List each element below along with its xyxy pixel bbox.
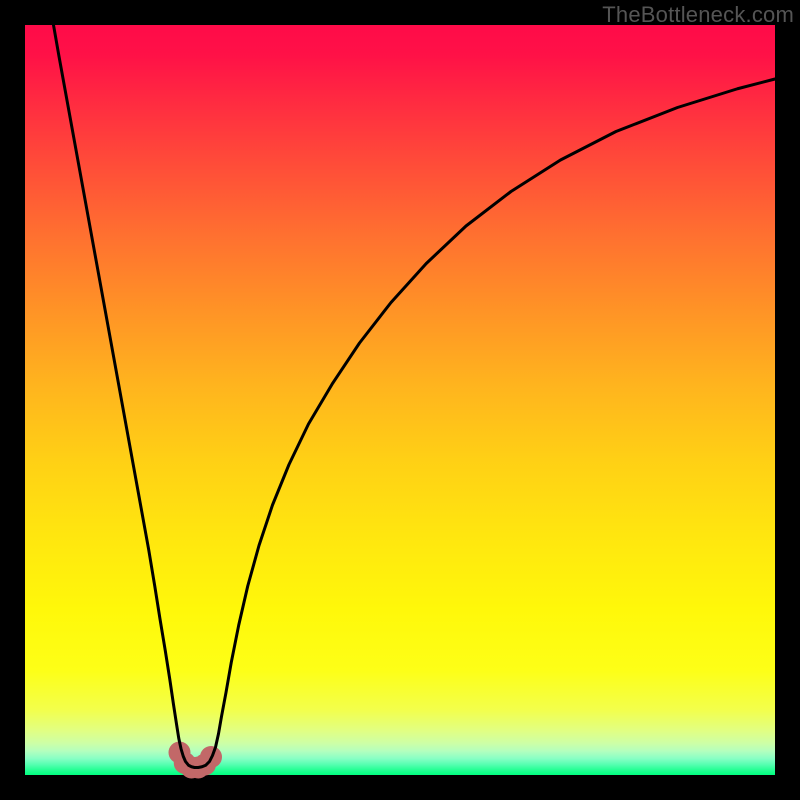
chart-background	[25, 25, 775, 775]
chart-root: TheBottleneck.com	[0, 0, 800, 800]
chart-svg	[0, 0, 800, 800]
